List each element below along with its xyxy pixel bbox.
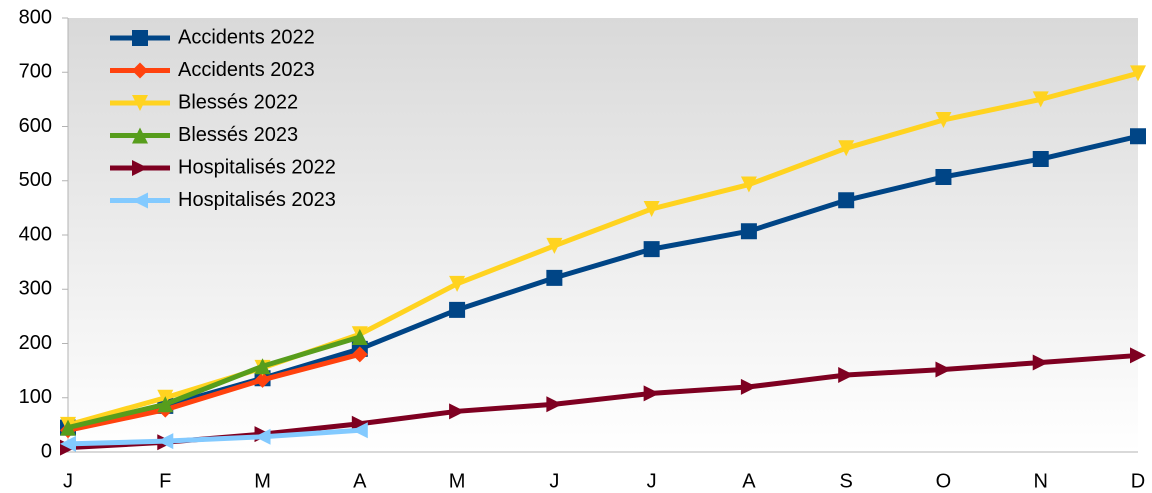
legend-marker <box>132 127 148 144</box>
legend-marker <box>132 62 148 79</box>
marker <box>935 168 952 185</box>
marker <box>643 241 660 258</box>
marker <box>1032 91 1049 108</box>
marker <box>838 140 855 157</box>
x-tick-label: D <box>1131 470 1145 492</box>
marker <box>1130 65 1146 82</box>
legend-label: Accidents 2022 <box>178 26 315 48</box>
marker <box>254 428 271 445</box>
y-tick-label: 100 <box>19 386 52 408</box>
marker <box>254 371 271 388</box>
marker <box>1032 151 1049 168</box>
x-tick-label: S <box>840 470 853 492</box>
marker <box>643 385 660 402</box>
x-tick-label: J <box>63 470 73 492</box>
marker <box>935 111 952 128</box>
marker <box>351 415 368 432</box>
legend-label: Blessés 2023 <box>178 124 298 146</box>
marker <box>546 396 563 413</box>
marker <box>546 237 563 254</box>
marker <box>449 275 466 292</box>
legend-marker <box>132 160 148 176</box>
x-tick-label: N <box>1034 470 1048 492</box>
x-tick-label: F <box>159 470 171 492</box>
x-tick-label: J <box>647 470 657 492</box>
legend-label: Accidents 2023 <box>178 59 315 81</box>
series-line <box>67 427 360 447</box>
y-tick-label: 200 <box>19 332 52 354</box>
marker <box>351 328 368 345</box>
legend-marker <box>132 95 148 111</box>
marker <box>60 419 76 436</box>
x-tick-label: A <box>353 470 367 492</box>
x-tick-label: J <box>549 470 559 492</box>
x-tick-label: O <box>936 470 952 492</box>
x-tick-label: M <box>449 470 466 492</box>
y-tick-label: 700 <box>19 61 52 83</box>
marker <box>1032 354 1049 371</box>
legend-label: Hospitalisés 2022 <box>178 156 336 178</box>
x-tick-label: M <box>254 470 271 492</box>
marker <box>1130 128 1146 145</box>
marker <box>740 176 757 193</box>
marker <box>935 361 952 378</box>
marker <box>157 433 174 450</box>
series-line <box>67 351 361 433</box>
marker <box>740 223 757 240</box>
marker <box>838 192 855 209</box>
y-tick-label: 300 <box>19 278 52 300</box>
marker <box>254 358 271 375</box>
legend-marker <box>132 192 148 209</box>
x-tick-label: A <box>742 470 756 492</box>
y-tick-label: 400 <box>19 223 52 245</box>
marker <box>351 422 368 439</box>
marker <box>546 269 563 286</box>
y-tick-label: 600 <box>19 115 52 137</box>
legend-marker <box>132 30 148 46</box>
series-line <box>67 334 361 431</box>
y-tick-label: 0 <box>41 440 52 462</box>
marker <box>60 435 76 452</box>
marker <box>1130 347 1146 364</box>
marker <box>740 378 757 395</box>
legend-label: Hospitalisés 2023 <box>178 189 336 211</box>
plot-area <box>68 18 1138 452</box>
marker <box>157 396 174 413</box>
marker <box>449 403 466 420</box>
marker <box>643 200 660 217</box>
marker <box>838 366 855 383</box>
marker <box>449 301 466 318</box>
marker <box>351 346 368 363</box>
y-tick-label: 800 <box>19 6 52 28</box>
legend-label: Blessés 2022 <box>178 91 298 113</box>
y-tick-label: 500 <box>19 169 52 191</box>
